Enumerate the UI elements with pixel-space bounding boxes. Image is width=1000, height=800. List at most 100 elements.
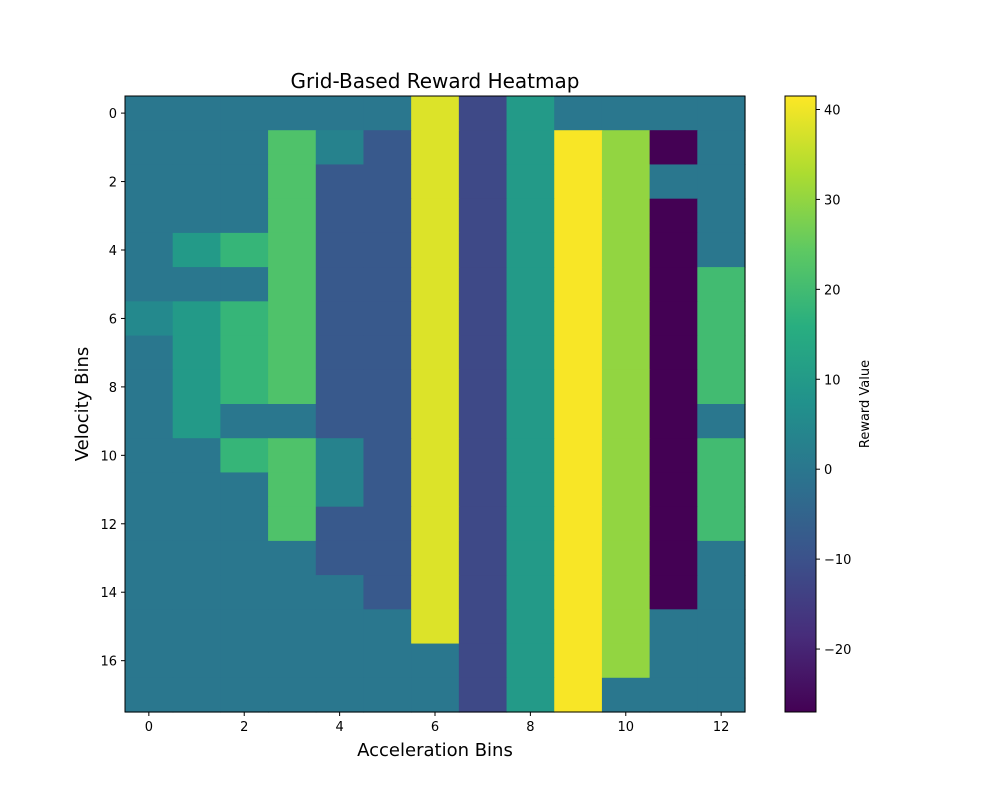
heatmap-cell: [554, 267, 603, 302]
heatmap-cell: [649, 643, 698, 679]
heatmap-cell: [363, 472, 412, 508]
heatmap-cell: [315, 575, 365, 610]
heatmap-cell: [458, 404, 508, 439]
heatmap-cell: [411, 506, 460, 542]
heatmap-cell: [363, 96, 412, 131]
heatmap-cell: [554, 575, 603, 610]
x-tick-label: 4: [335, 720, 343, 735]
x-tick-label: 6: [431, 720, 439, 735]
heatmap-cell: [172, 335, 221, 371]
heatmap-cell: [268, 369, 317, 405]
colorbar-tick-label: 30: [824, 193, 841, 208]
heatmap-cell: [172, 198, 221, 234]
heatmap-cell: [506, 335, 555, 371]
heatmap-cell: [649, 438, 698, 474]
heatmap-cell: [363, 164, 412, 200]
heatmap-cell: [268, 164, 317, 200]
heatmap-cell: [363, 404, 412, 439]
heatmap-cell: [411, 164, 460, 200]
heatmap-cell: [363, 609, 412, 645]
colorbar-tick-label: 10: [824, 373, 841, 388]
heatmap-cell: [601, 267, 651, 302]
heatmap-cell: [506, 198, 555, 234]
x-axis-label: Acceleration Bins: [357, 740, 513, 761]
heatmap-cell: [268, 198, 317, 234]
heatmap-cell: [458, 609, 508, 645]
heatmap-cell: [649, 130, 698, 166]
colorbar-tick-label: 20: [824, 283, 841, 298]
heatmap-cell: [411, 609, 460, 645]
heatmap-cell: [315, 267, 365, 302]
heatmap-cell: [554, 506, 603, 542]
heatmap-cell: [363, 232, 412, 268]
heatmap-cell: [458, 369, 508, 405]
heatmap-cell: [649, 575, 698, 610]
heatmap-cell: [315, 438, 365, 474]
heatmap-cell: [458, 335, 508, 371]
heatmap-cell: [554, 164, 603, 200]
heatmap-cell: [411, 232, 460, 268]
heatmap-cell: [220, 438, 269, 474]
heatmap-cell: [458, 575, 508, 610]
heatmap-cell: [649, 335, 698, 371]
heatmap-cell: [363, 267, 412, 302]
heatmap-cell: [554, 438, 603, 474]
heatmap-cell: [411, 301, 460, 337]
heatmap-cell: [268, 96, 317, 131]
x-tick-label: 12: [713, 720, 730, 735]
heatmap-cell: [649, 677, 698, 713]
heatmap-cell: [411, 472, 460, 508]
heatmap-cell: [220, 575, 269, 610]
heatmap-cell: [601, 301, 651, 337]
heatmap-cell: [506, 609, 555, 645]
heatmap-cell: [268, 335, 317, 371]
heatmap-cell: [125, 506, 174, 542]
heatmap-cell: [125, 96, 174, 131]
heatmap-cell: [649, 540, 698, 576]
heatmap-cell: [315, 643, 365, 679]
y-tick-label: 14: [100, 586, 117, 601]
heatmap-cell: [697, 369, 746, 405]
heatmap-cell: [172, 232, 221, 268]
heatmap-cell: [268, 267, 317, 302]
heatmap-cell: [411, 198, 460, 234]
heatmap-cell: [315, 301, 365, 337]
heatmap-cell: [649, 404, 698, 439]
heatmap-cell: [220, 130, 269, 166]
heatmap-cell: [268, 232, 317, 268]
heatmap-cell: [125, 369, 174, 405]
heatmap-cell: [172, 609, 221, 645]
heatmap-cell: [506, 369, 555, 405]
heatmap-cell: [363, 643, 412, 679]
heatmap-cell: [315, 369, 365, 405]
heatmap-cell: [506, 404, 555, 439]
heatmap-cell: [411, 438, 460, 474]
heatmap-cell: [172, 96, 221, 131]
heatmap-cell: [125, 575, 174, 610]
colorbar-tick-label: −10: [824, 553, 851, 568]
y-tick-label: 2: [109, 176, 117, 191]
heatmap-cell: [697, 164, 746, 200]
heatmap-cell: [172, 472, 221, 508]
heatmap-cell: [315, 232, 365, 268]
heatmap-cell: [458, 130, 508, 166]
heatmap-cell: [697, 404, 746, 439]
heatmap-cell: [220, 96, 269, 131]
heatmap-cell: [268, 677, 317, 713]
heatmap-cell: [697, 198, 746, 234]
colorbar-tick-label: 0: [824, 463, 832, 478]
heatmap-cell: [649, 369, 698, 405]
y-axis-label: Velocity Bins: [72, 347, 93, 461]
heatmap-cell: [172, 267, 221, 302]
heatmap-cell: [172, 164, 221, 200]
heatmap-cell: [649, 198, 698, 234]
heatmap-cell: [601, 438, 651, 474]
heatmap-cell: [649, 506, 698, 542]
heatmap-cell: [506, 643, 555, 679]
heatmap-cell: [458, 198, 508, 234]
heatmap-cell: [697, 540, 746, 576]
heatmap-cell: [697, 506, 746, 542]
heatmap-cell: [506, 164, 555, 200]
heatmap-cell: [506, 677, 555, 713]
